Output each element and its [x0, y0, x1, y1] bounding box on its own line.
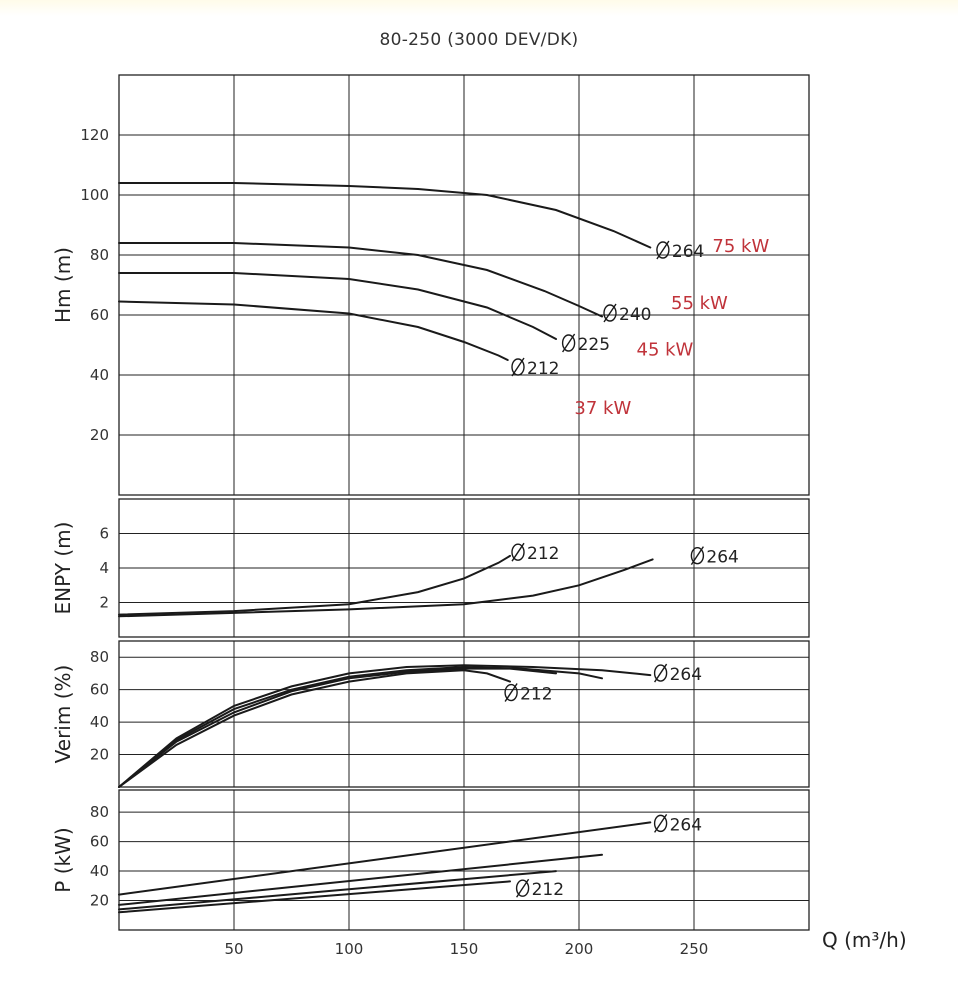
x-tick-label-0: 50	[224, 940, 243, 958]
efficiency-series-label-0-phi-slash	[654, 663, 668, 683]
head-series-label-0-phi-slash	[656, 240, 670, 260]
efficiency-ytick-label: 20	[90, 746, 109, 764]
npsh-series-label-0: 212	[511, 542, 559, 564]
efficiency-series-label-0-phi-o	[653, 664, 668, 682]
efficiency-ytick-label: 60	[90, 681, 109, 699]
power-series-label-0: 264	[653, 813, 702, 835]
head-series-d212-line	[118, 300, 509, 361]
head-power-label-2: 45 kW	[637, 340, 694, 361]
npsh-ytick-label: 4	[99, 559, 109, 577]
npsh-ytick-label: 6	[99, 525, 109, 543]
head-series-label-3-phi-o	[511, 358, 525, 376]
power-series-label-text: 212	[532, 880, 564, 900]
head-y-axis-label: Hm (m)	[51, 247, 75, 323]
head-series-label-1-phi-o	[603, 304, 617, 322]
head-series-label-3-phi-slash	[511, 357, 525, 377]
head-series-label-text: 264	[672, 242, 704, 262]
efficiency-series-label-1-phi-slash	[504, 683, 518, 702]
head-series-d264-line	[118, 182, 652, 249]
power-series-label-text: 264	[670, 815, 702, 835]
head-series-label-2: 225	[561, 333, 610, 355]
npsh-series-label-1: 264	[690, 546, 739, 568]
efficiency-series-label-text: 264	[670, 665, 702, 685]
head-series-label-0-phi-o	[656, 241, 670, 259]
efficiency-panel: 20 40 60 80 Verim (%) 264 212	[51, 640, 810, 788]
efficiency-series-d212-line	[118, 669, 511, 788]
head-ytick-label: 80	[90, 246, 109, 264]
npsh-series-label-text: 212	[527, 544, 559, 564]
head-series-label-2-phi-slash	[562, 333, 576, 353]
power-series-d264-line	[118, 821, 652, 896]
head-series-d240-line	[118, 242, 603, 318]
efficiency-series-label-1-phi-o	[504, 683, 518, 702]
npsh-y-axis-label: ENPY (m)	[51, 522, 75, 615]
efficiency-series-label-1: 212	[504, 683, 553, 705]
efficiency-series-d225-line	[118, 667, 557, 788]
head-ytick-label: 100	[80, 186, 109, 204]
npsh-panel: 2 4 6 ENPY (m) 212 264	[51, 498, 810, 638]
power-y-axis-label: P (kW)	[51, 827, 75, 892]
x-tick-label-2: 150	[450, 940, 479, 958]
power-series-d212-line	[118, 880, 511, 914]
power-series-d225-line	[118, 870, 557, 911]
head-ytick-label: 120	[80, 126, 109, 144]
head-series-label-1-phi-slash	[603, 303, 617, 323]
efficiency-ytick-label: 40	[90, 713, 109, 731]
x-tick-label-4: 250	[680, 940, 709, 958]
npsh-series-label-0-phi-o	[511, 543, 525, 561]
power-panel: 20 40 60 80 P (kW) 264 212	[51, 789, 810, 931]
power-series-d240-line	[118, 853, 603, 906]
head-series-label-0: 264	[656, 240, 704, 262]
head-series-label-3: 212	[511, 357, 559, 379]
head-power-label-1: 55 kW	[671, 293, 728, 314]
npsh-series-d264-line	[118, 558, 654, 618]
head-series-d225-line	[118, 272, 557, 340]
head-series-label-text: 240	[619, 305, 651, 325]
head-series-label-1: 240	[603, 303, 651, 325]
power-ytick-label: 80	[90, 803, 109, 821]
npsh-series-label-1-phi-slash	[690, 546, 704, 566]
head-panel: 20 40 60 80 100 120 Hm (m) 264 240 225 212 75 kW 55 …	[51, 74, 810, 496]
efficiency-series-label-text: 212	[520, 685, 552, 705]
power-ytick-label: 20	[90, 892, 109, 910]
head-series-label-text: 212	[527, 359, 559, 379]
power-series-label-0-phi-o	[653, 814, 668, 833]
head-series-label-2-phi-o	[561, 334, 576, 352]
head-frame	[118, 74, 810, 496]
head-ytick-label: 60	[90, 306, 109, 324]
power-frame	[118, 789, 810, 931]
npsh-ytick-label: 2	[99, 594, 109, 612]
efficiency-series-label-0: 264	[653, 663, 702, 685]
head-power-label-0: 75 kW	[712, 236, 769, 257]
head-power-label-3: 37 kW	[574, 398, 631, 419]
power-series-label-1-phi-o	[515, 879, 530, 897]
efficiency-ytick-label: 80	[90, 648, 109, 666]
efficiency-series-d264-line	[118, 664, 652, 788]
npsh-series-label-0-phi-slash	[511, 542, 525, 562]
npsh-frame	[118, 498, 810, 638]
chart-title: 80-250 (3000 DEV/DK)	[379, 30, 579, 50]
head-ytick-label: 20	[90, 426, 109, 444]
efficiency-series-d240-line	[118, 665, 603, 788]
x-tick-label-3: 200	[565, 940, 594, 958]
efficiency-y-axis-label: Verim (%)	[51, 665, 75, 764]
x-axis-label: Q (m³/h)	[822, 928, 907, 952]
npsh-series-label-1-phi-o	[690, 546, 705, 565]
power-ytick-label: 40	[90, 862, 109, 880]
top-banner	[0, 0, 958, 16]
npsh-series-d212-line	[118, 554, 511, 616]
power-series-label-0-phi-slash	[654, 813, 668, 833]
power-series-label-1-phi-slash	[516, 878, 530, 898]
power-series-label-1: 212	[515, 878, 564, 900]
x-tick-label-1: 100	[335, 940, 364, 958]
efficiency-frame	[118, 640, 810, 788]
npsh-series-label-text: 264	[706, 548, 738, 568]
head-series-label-text: 225	[578, 335, 610, 355]
head-ytick-label: 40	[90, 366, 109, 384]
power-ytick-label: 60	[90, 833, 109, 851]
